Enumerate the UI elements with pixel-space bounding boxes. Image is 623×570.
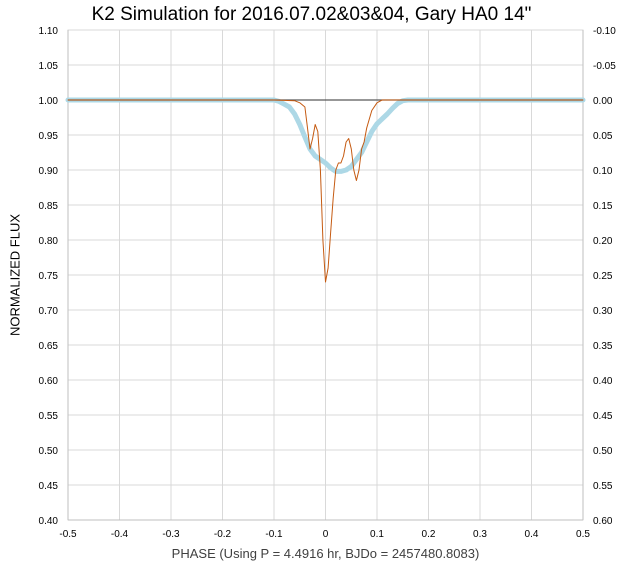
y-tick-label: 0.85 — [39, 201, 59, 212]
y2-tick-label: 0.25 — [593, 271, 613, 282]
x-tick-label: -0.3 — [162, 529, 180, 540]
y2-tick-label: 0.35 — [593, 341, 613, 352]
series-line-blue — [65, 97, 586, 174]
y2-tick-label: 0.05 — [593, 131, 613, 142]
y-tick-label: 0.80 — [39, 236, 59, 247]
series-line-orange — [67, 99, 584, 283]
y2-tick-label: 0.60 — [593, 516, 613, 527]
y-tick-label: 0.60 — [39, 376, 59, 387]
x-tick-label: 0.2 — [422, 529, 436, 540]
y-tick-label: 0.55 — [39, 411, 59, 422]
x-tick-label: 0.1 — [370, 529, 384, 540]
y-tick-label: 1.10 — [39, 26, 59, 37]
y-tick-label: 0.40 — [39, 516, 59, 527]
x-tick-label: 0.5 — [576, 529, 590, 540]
series-layer — [65, 97, 586, 283]
y2-tick-label: 0.10 — [593, 166, 613, 177]
y-tick-label: 0.65 — [39, 341, 59, 352]
x-tick-label: 0.3 — [473, 529, 487, 540]
y2-tick-label: -0.05 — [593, 61, 616, 72]
y2-tick-label: 0.40 — [593, 376, 613, 387]
x-tick-label: -0.4 — [111, 529, 129, 540]
tick-labels: -0.5 -0.4 -0.3 -0.2 -0.1 0 0.1 0.2 0.3 0.4 0.50.40… — [39, 26, 617, 540]
y2-tick-label: 0.55 — [593, 481, 613, 492]
y2-tick-label: 0.00 — [593, 96, 613, 107]
y2-tick-label: 0.50 — [593, 446, 613, 457]
y2-tick-label: 0.20 — [593, 236, 613, 247]
y2-tick-label: -0.10 — [593, 26, 616, 37]
x-tick-label: 0 — [323, 529, 329, 540]
y-tick-label: 1.00 — [39, 96, 59, 107]
y2-tick-label: 0.30 — [593, 306, 613, 317]
y-tick-label: 0.45 — [39, 481, 59, 492]
x-tick-label: -0.2 — [214, 529, 232, 540]
x-tick-label: -0.1 — [265, 529, 283, 540]
x-tick-label: -0.5 — [59, 529, 77, 540]
y-tick-label: 0.75 — [39, 271, 59, 282]
y-tick-label: 0.70 — [39, 306, 59, 317]
y-tick-label: 0.95 — [39, 131, 59, 142]
y-tick-label: 0.90 — [39, 166, 59, 177]
x-tick-label: 0.4 — [525, 529, 539, 540]
y-tick-label: 1.05 — [39, 61, 59, 72]
y2-tick-label: 0.15 — [593, 201, 613, 212]
y-tick-label: 0.50 — [39, 446, 59, 457]
y2-tick-label: 0.45 — [593, 411, 613, 422]
x-axis-label: PHASE (Using P = 4.4916 hr, BJDo = 24574… — [171, 546, 480, 561]
chart-title: K2 Simulation for 2016.07.02&03&04, Gary… — [91, 4, 532, 25]
